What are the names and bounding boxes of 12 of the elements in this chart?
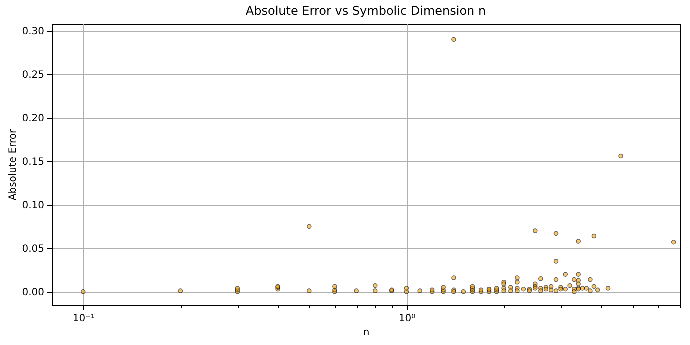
x-tick-label: 10⁻¹ xyxy=(72,314,95,324)
chart-title: Absolute Error vs Symbolic Dimension n xyxy=(246,4,486,18)
y-tick-label: 0.20 xyxy=(22,113,44,124)
x-axis-title: n xyxy=(363,328,370,338)
x-tick-label: 10⁰ xyxy=(398,314,416,324)
y-axis-title: Absolute Error xyxy=(8,128,20,201)
y-tick-label: 0.30 xyxy=(22,26,44,38)
y-tick-label: 0.10 xyxy=(22,200,44,212)
y-tick-label: 0.00 xyxy=(22,287,44,298)
y-tick-label: 0.25 xyxy=(22,70,44,81)
y-tick-label: 0.05 xyxy=(22,244,44,255)
y-tick-label: 0.15 xyxy=(22,156,44,168)
